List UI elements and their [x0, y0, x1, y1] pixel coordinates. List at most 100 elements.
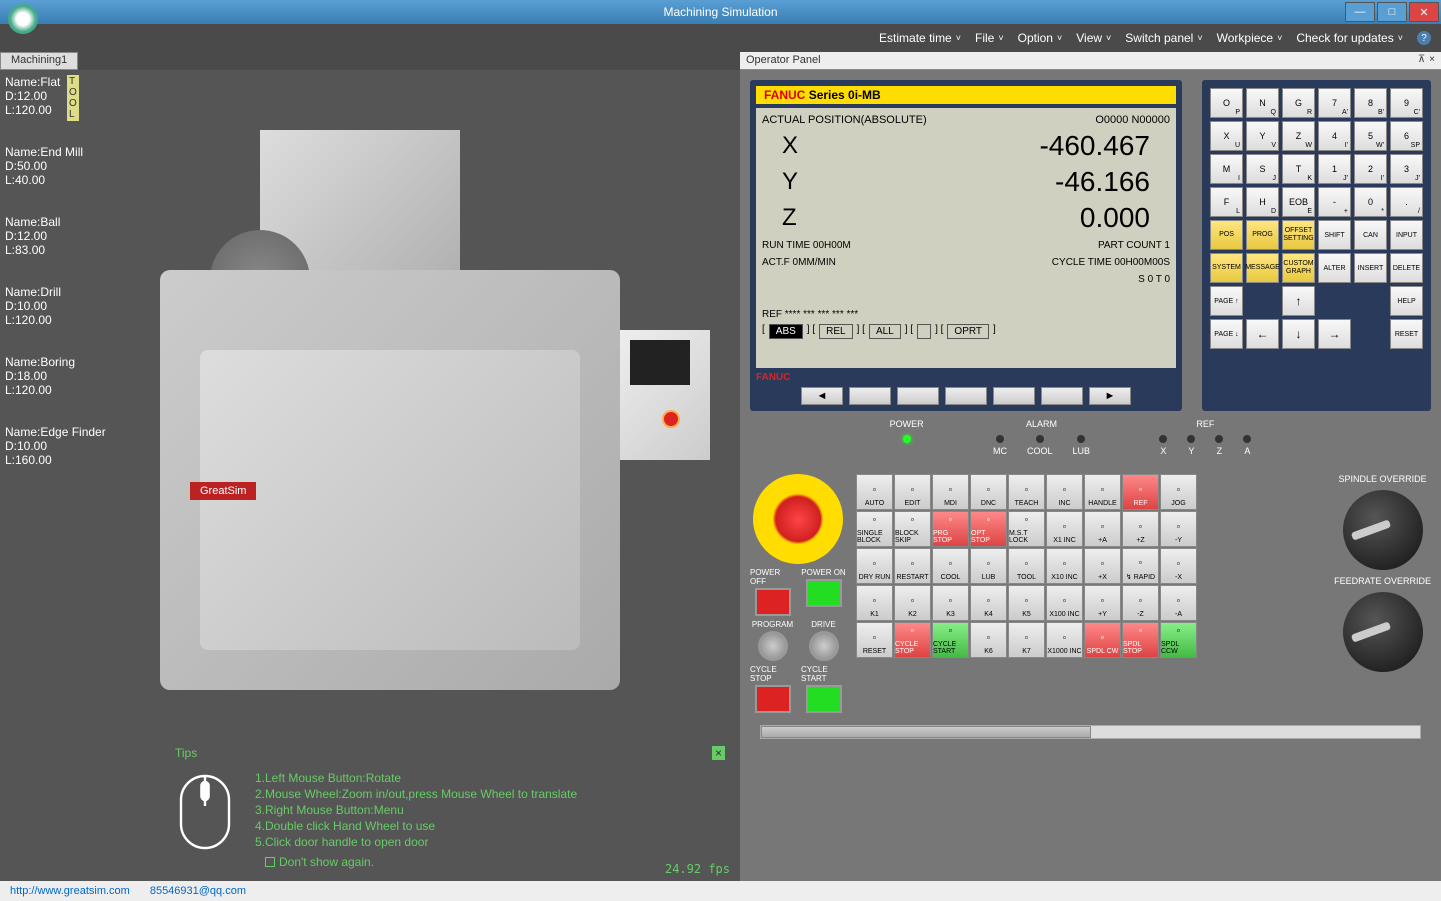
mode-cool[interactable]: ◦COOL	[932, 548, 969, 584]
key-alter[interactable]: ALTER	[1318, 253, 1351, 283]
key-5[interactable]: 5W'	[1354, 121, 1387, 151]
menu-help-button[interactable]: ?	[1417, 31, 1431, 45]
mode-edit[interactable]: ◦EDIT	[894, 474, 931, 510]
screen-tab-blank[interactable]	[917, 324, 931, 339]
menu-workpiece[interactable]: Workpiece	[1217, 31, 1283, 45]
key-z[interactable]: ZW	[1282, 121, 1315, 151]
softkey-4[interactable]	[993, 387, 1035, 405]
mode-dnc[interactable]: ◦DNC	[970, 474, 1007, 510]
softkey-3[interactable]	[945, 387, 987, 405]
mode-jog[interactable]: ◦JOG	[1160, 474, 1197, 510]
menu-estimate-time[interactable]: Estimate time	[879, 31, 961, 45]
emergency-stop-button[interactable]	[753, 474, 843, 564]
cycle-start-button[interactable]	[806, 685, 842, 713]
mode--a[interactable]: ◦-A	[1160, 585, 1197, 621]
mode-spdl-stop[interactable]: ◦SPDL STOP	[1122, 622, 1159, 658]
mode-tool[interactable]: ◦TOOL	[1008, 548, 1045, 584]
mode-spdl-ccw[interactable]: ◦SPDL CCW	[1160, 622, 1197, 658]
key-6[interactable]: 6SP	[1390, 121, 1423, 151]
spindle-override-dial[interactable]	[1343, 490, 1423, 570]
key-h[interactable]: HD	[1246, 187, 1279, 217]
mode-k2[interactable]: ◦K2	[894, 585, 931, 621]
mode-restart[interactable]: ◦RESTART	[894, 548, 931, 584]
softkey-1[interactable]	[849, 387, 891, 405]
power-on-button[interactable]	[806, 579, 842, 607]
mode-single-block[interactable]: ◦SINGLE BLOCK	[856, 511, 893, 547]
power-off-button[interactable]	[755, 588, 791, 616]
mode-reset[interactable]: ◦RESET	[856, 622, 893, 658]
key-delete[interactable]: DELETE	[1390, 253, 1423, 283]
mode--y[interactable]: ◦+Y	[1084, 585, 1121, 621]
key-9[interactable]: 9C'	[1390, 88, 1423, 118]
key-arrow-down[interactable]: ↓	[1282, 319, 1315, 349]
mode-teach[interactable]: ◦TEACH	[1008, 474, 1045, 510]
mode--x[interactable]: ◦+X	[1084, 548, 1121, 584]
cycle-stop-button[interactable]	[755, 685, 791, 713]
mode-x1000-inc[interactable]: ◦X1000 INC	[1046, 622, 1083, 658]
window-minimize-button[interactable]: —	[1345, 2, 1375, 22]
tips-close-button[interactable]: ×	[712, 746, 725, 760]
screen-tab-abs[interactable]: ABS	[769, 324, 803, 339]
key-n[interactable]: NQ	[1246, 88, 1279, 118]
mode-k7[interactable]: ◦K7	[1008, 622, 1045, 658]
key-4[interactable]: 4I'	[1318, 121, 1351, 151]
viewport-tab[interactable]: Machining1	[0, 52, 78, 70]
key-g[interactable]: GR	[1282, 88, 1315, 118]
cnc-machine-render[interactable]: GreatSim	[160, 130, 620, 690]
softkey-5[interactable]	[1041, 387, 1083, 405]
key-shift[interactable]: SHIFT	[1318, 220, 1351, 250]
drive-dial[interactable]	[809, 631, 839, 661]
mode-cycle-start[interactable]: ◦CYCLE START	[932, 622, 969, 658]
mode-k1[interactable]: ◦K1	[856, 585, 893, 621]
3d-viewport[interactable]: TOOL Name:Flat D:12.00 L:120.00 Name:End…	[0, 70, 740, 881]
menu-option[interactable]: Option	[1018, 31, 1063, 45]
status-url[interactable]: http://www.greatsim.com	[10, 885, 130, 897]
menu-file[interactable]: File	[975, 31, 1004, 45]
mode-x10-inc[interactable]: ◦X10 INC	[1046, 548, 1083, 584]
key-help[interactable]: HELP	[1390, 286, 1423, 316]
mode--z[interactable]: ◦-Z	[1122, 585, 1159, 621]
horizontal-scrollbar[interactable]	[760, 725, 1421, 739]
mode--y[interactable]: ◦-Y	[1160, 511, 1197, 547]
program-dial[interactable]	[758, 631, 788, 661]
key-arrow-right[interactable]: →	[1318, 319, 1351, 349]
key-insert[interactable]: INSERT	[1354, 253, 1387, 283]
panel-close-button[interactable]: ×	[1429, 54, 1435, 67]
softkey-2[interactable]	[897, 387, 939, 405]
key-o[interactable]: OP	[1210, 88, 1243, 118]
status-email[interactable]: 85546931@qq.com	[150, 885, 246, 897]
key-page-up[interactable]: PAGE ↑	[1210, 286, 1243, 316]
mode-k3[interactable]: ◦K3	[932, 585, 969, 621]
menu-check-updates[interactable]: Check for updates	[1296, 31, 1403, 45]
key-eob[interactable]: EOBE	[1282, 187, 1315, 217]
mode-inc[interactable]: ◦INC	[1046, 474, 1083, 510]
mode--z[interactable]: ◦+Z	[1122, 511, 1159, 547]
menu-switch-panel[interactable]: Switch panel	[1125, 31, 1202, 45]
window-close-button[interactable]: ✕	[1409, 2, 1439, 22]
mode-cycle-stop[interactable]: ◦CYCLE STOP	[894, 622, 931, 658]
key-custom-graph[interactable]: CUSTOM GRAPH	[1282, 253, 1315, 283]
mode-auto[interactable]: ◦AUTO	[856, 474, 893, 510]
mode--x[interactable]: ◦-X	[1160, 548, 1197, 584]
screen-tab-rel[interactable]: REL	[819, 324, 852, 339]
mode-block-skip[interactable]: ◦BLOCK SKIP	[894, 511, 931, 547]
screen-tab-all[interactable]: ALL	[869, 324, 901, 339]
mode-handle[interactable]: ◦HANDLE	[1084, 474, 1121, 510]
key-2[interactable]: 2I'	[1354, 154, 1387, 184]
screen-tab-oprt[interactable]: OPRT	[947, 324, 989, 339]
softkey-right[interactable]: ►	[1089, 387, 1131, 405]
key-reset[interactable]: RESET	[1390, 319, 1423, 349]
key-can[interactable]: CAN	[1354, 220, 1387, 250]
feedrate-override-dial[interactable]	[1343, 592, 1423, 672]
key-y[interactable]: YV	[1246, 121, 1279, 151]
mode-ref[interactable]: ◦REF	[1122, 474, 1159, 510]
mode-spdl-cw[interactable]: ◦SPDL CW	[1084, 622, 1121, 658]
key-m[interactable]: MI	[1210, 154, 1243, 184]
mode-m-s-t-lock[interactable]: ◦M.S.T LOCK	[1008, 511, 1045, 547]
softkey-left[interactable]: ◄	[801, 387, 843, 405]
mode-k6[interactable]: ◦K6	[970, 622, 1007, 658]
key-t[interactable]: TK	[1282, 154, 1315, 184]
window-maximize-button[interactable]: □	[1377, 2, 1407, 22]
key-f[interactable]: FL	[1210, 187, 1243, 217]
key-s[interactable]: SJ	[1246, 154, 1279, 184]
